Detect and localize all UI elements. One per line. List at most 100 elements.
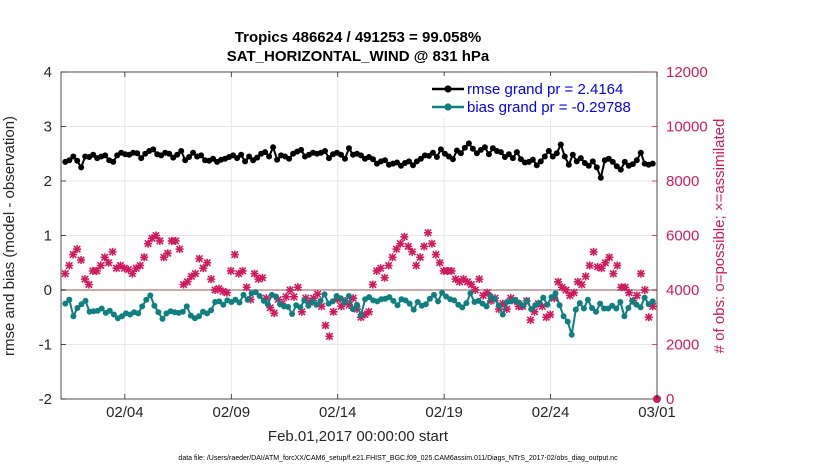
- rmse-point: [569, 151, 576, 158]
- right-y-tick-label: 2000: [666, 337, 699, 354]
- bias-point: [637, 304, 644, 311]
- bias-point: [264, 301, 271, 308]
- rmse-point: [557, 141, 564, 148]
- obs-assimilated-series: [61, 228, 657, 341]
- x-tick-label: 02/04: [106, 404, 144, 421]
- data-file-footer: data file: /Users/raeder/DAI/ATM_forcXX/…: [178, 455, 618, 462]
- obs-assimilated-point: [77, 256, 86, 265]
- obs-assimilated-point: [191, 269, 200, 278]
- bias-point: [487, 293, 494, 299]
- rmse-point: [533, 162, 540, 169]
- rmse-point: [613, 163, 620, 170]
- obs-assimilated-point: [250, 269, 259, 278]
- bias-point: [289, 311, 296, 317]
- bias-point: [301, 297, 308, 304]
- legend-bias-label: bias grand pr = -0.29788: [467, 99, 631, 116]
- bias-point: [516, 299, 522, 306]
- bias-point: [66, 296, 73, 303]
- rmse-point: [270, 144, 277, 151]
- rmse-point: [585, 162, 592, 169]
- bias-point: [520, 302, 527, 309]
- obs-assimilated-point: [368, 280, 377, 289]
- bias-point: [70, 313, 77, 320]
- obs-assimilated-point: [581, 272, 590, 281]
- x-tick-label: 02/24: [532, 404, 570, 421]
- bias-point: [183, 303, 190, 310]
- obs-assimilated-point: [467, 280, 476, 289]
- rmse-point: [481, 144, 488, 151]
- bias-point: [220, 301, 227, 308]
- rmse-point: [589, 158, 596, 165]
- rmse-point: [617, 166, 624, 173]
- bias-point: [536, 300, 543, 307]
- x-tick-label: 02/09: [213, 404, 251, 421]
- bias-point: [272, 293, 279, 300]
- obs-assimilated-point: [100, 253, 109, 262]
- bias-point: [641, 294, 648, 301]
- rmse-point: [210, 155, 217, 162]
- bias-point: [240, 291, 247, 298]
- bias-point: [402, 297, 409, 304]
- rmse-point: [497, 149, 504, 156]
- rmse-point: [465, 140, 472, 147]
- obs-assimilated-point: [471, 286, 480, 294]
- obs-assimilated-point: [84, 280, 93, 289]
- obs-assimilated-point: [325, 332, 334, 341]
- rmse-point: [449, 156, 456, 163]
- bias-point: [439, 289, 446, 296]
- rmse-point: [541, 153, 548, 160]
- bias-point: [499, 311, 506, 318]
- rmse-point: [274, 156, 281, 163]
- bias-point: [589, 305, 595, 311]
- rmse-point: [573, 158, 580, 165]
- rmse-point: [597, 174, 604, 181]
- obs-assimilated-point: [286, 286, 294, 294]
- bias-point: [337, 295, 344, 302]
- rmse-point: [410, 162, 416, 169]
- chart-title-line2: SAT_HORIZONTAL_WIND @ 831 hPa: [227, 48, 490, 65]
- obs-assimilated-point: [562, 286, 570, 294]
- bias-point: [495, 302, 502, 309]
- rmse-point: [517, 156, 524, 163]
- rmse-point: [509, 155, 516, 162]
- obs-assimilated-point: [151, 231, 160, 240]
- rmse-point: [406, 158, 412, 165]
- rmse-point: [485, 151, 492, 158]
- rmse-point: [433, 154, 440, 160]
- bias-point: [451, 297, 458, 304]
- obs-assimilated-point: [636, 269, 645, 278]
- obs-assimilated-point: [420, 242, 429, 251]
- bias-point: [358, 312, 364, 319]
- rmse-point: [326, 155, 332, 162]
- bias-point: [179, 308, 186, 315]
- obs-assimilated-point: [396, 239, 405, 248]
- obs-assimilated-point: [199, 264, 208, 273]
- obs-assimilated-point: [408, 247, 417, 256]
- bias-point: [560, 313, 567, 320]
- bias-point: [431, 291, 437, 298]
- obs-assimilated-point: [96, 261, 105, 270]
- obs-assimilated-point: [61, 269, 70, 278]
- obs-assimilated-point: [388, 253, 397, 262]
- bias-point: [256, 293, 263, 299]
- rmse-point: [537, 158, 544, 165]
- rmse-point: [110, 158, 117, 165]
- bias-point: [621, 313, 628, 320]
- bias-point: [139, 303, 146, 310]
- obs-assimilated-point: [404, 242, 413, 251]
- obs-assimilated-point: [242, 283, 251, 292]
- bias-point: [82, 297, 89, 304]
- obs-assimilated-point: [609, 269, 618, 278]
- obs-assimilated-point: [597, 264, 606, 273]
- obs-assimilated-point: [400, 232, 409, 241]
- bias-point: [390, 297, 397, 304]
- bias-point: [151, 302, 158, 309]
- bias-point: [208, 307, 215, 314]
- bias-point: [601, 305, 608, 312]
- obs-assimilated-point: [73, 245, 82, 254]
- obs-assimilated-point: [69, 250, 78, 259]
- bias-point: [593, 308, 599, 315]
- rmse-point: [505, 151, 512, 158]
- obs-assimilated-point: [104, 258, 113, 267]
- bias-point: [309, 298, 316, 305]
